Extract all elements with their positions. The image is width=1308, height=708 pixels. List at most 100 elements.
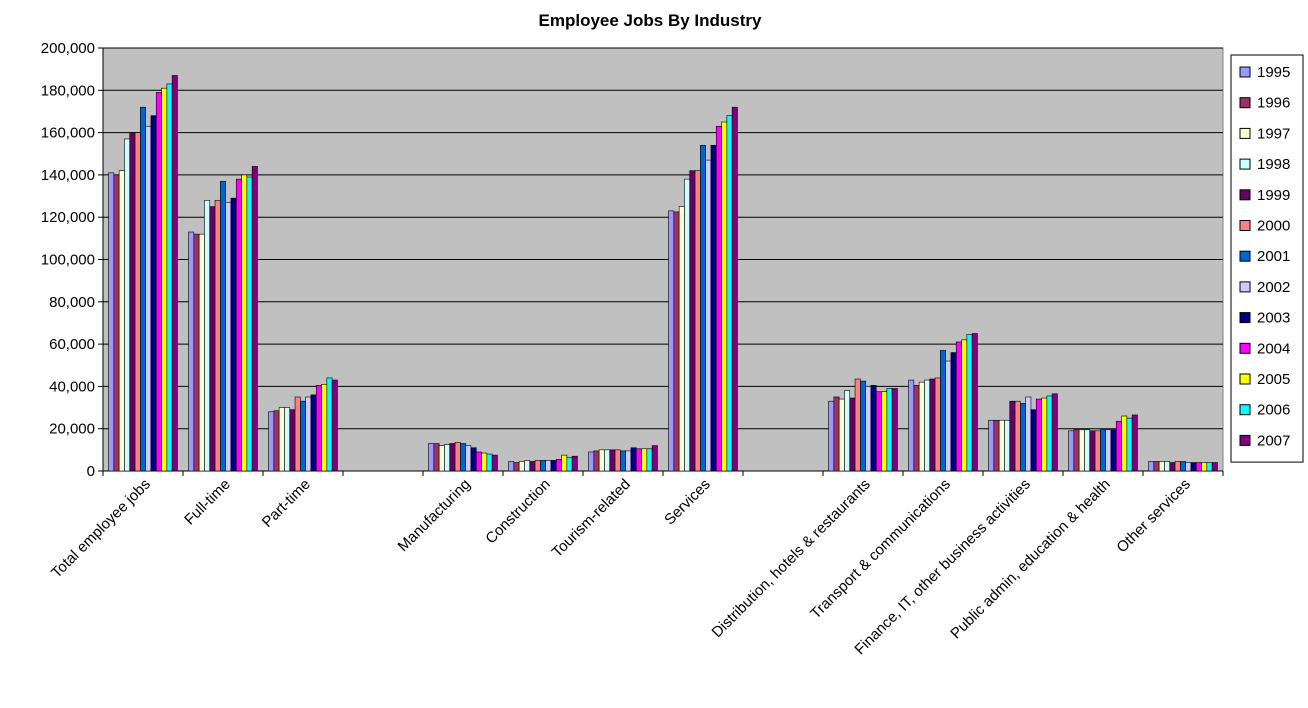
- bar: [454, 442, 461, 472]
- legend-label: 2004: [1257, 340, 1290, 357]
- legend-label: 1997: [1257, 125, 1290, 142]
- bar: [678, 206, 685, 472]
- bar: [491, 454, 498, 472]
- bar: [433, 443, 440, 472]
- legend: 1995 1996 1997 1998 1999 2000 2001 2002 2003 2004…: [1230, 54, 1304, 463]
- bar: [598, 449, 605, 472]
- bar: [294, 396, 301, 472]
- bar: [145, 125, 152, 472]
- legend-swatch: [1239, 127, 1251, 139]
- bar: [251, 166, 258, 472]
- bar: [604, 449, 611, 472]
- bar: [1185, 462, 1192, 472]
- bar: [331, 379, 338, 472]
- bar: [1100, 429, 1106, 472]
- bar: [235, 178, 242, 472]
- bar: [220, 180, 226, 472]
- bar: [561, 454, 568, 472]
- bar: [438, 445, 445, 472]
- bar: [470, 447, 477, 472]
- category-label: Total employee jobs: [48, 476, 154, 582]
- bar: [198, 233, 205, 472]
- bar: [241, 174, 248, 472]
- bar: [651, 445, 658, 472]
- legend-label: 2006: [1257, 402, 1290, 419]
- bar: [1014, 400, 1021, 472]
- bar: [934, 377, 941, 472]
- bar: [988, 419, 995, 472]
- bar: [1105, 429, 1112, 472]
- bar: [646, 448, 653, 472]
- bar: [1035, 398, 1042, 472]
- bar: [860, 380, 866, 472]
- bar: [849, 397, 856, 472]
- bar: [635, 448, 642, 472]
- legend-label: 1995: [1257, 64, 1290, 81]
- legend-swatch: [1239, 312, 1251, 324]
- bar: [444, 444, 451, 472]
- y-tick-label: 40,000: [49, 378, 95, 395]
- bar: [171, 75, 178, 472]
- legend-swatch: [1239, 189, 1251, 201]
- legend-swatch: [1239, 281, 1251, 293]
- legend-swatch: [1239, 66, 1251, 78]
- bar: [593, 450, 600, 472]
- bar: [140, 106, 146, 472]
- legend-swatch: [1239, 434, 1251, 446]
- category-label: Tourism-related: [549, 476, 634, 561]
- legend-label: 2001: [1257, 248, 1290, 265]
- bar: [108, 172, 115, 472]
- bar: [193, 233, 200, 472]
- bar: [1020, 403, 1026, 472]
- bar: [971, 333, 978, 472]
- bar: [875, 391, 882, 472]
- bar: [838, 398, 845, 472]
- category-label: Other services: [1113, 476, 1193, 556]
- bar: [1084, 429, 1091, 472]
- bar: [1073, 429, 1080, 472]
- bar: [1089, 430, 1096, 472]
- bar: [731, 106, 738, 472]
- category-label: Part-time: [259, 476, 314, 531]
- bar: [684, 178, 691, 472]
- legend-swatch: [1239, 220, 1251, 231]
- category-label: Full-time: [181, 476, 234, 529]
- bar: [118, 170, 125, 472]
- category-label: Services: [661, 476, 714, 529]
- bar: [609, 449, 616, 472]
- bar: [694, 170, 701, 472]
- y-tick-label: 60,000: [49, 336, 95, 353]
- bar: [710, 144, 717, 472]
- legend-swatch: [1239, 250, 1251, 262]
- bar: [289, 409, 296, 472]
- bar: [955, 341, 962, 472]
- bar: [945, 360, 952, 472]
- bar: [886, 388, 893, 472]
- plot-area: 0 20,000 40,000 60,000 80,000 100,000 120,000 1…: [41, 40, 1224, 658]
- legend-label: 1999: [1257, 187, 1290, 204]
- category-label: Distribution, hotels & restaurants: [709, 476, 874, 641]
- bar: [630, 447, 637, 472]
- bar: [273, 410, 280, 472]
- y-tick-label: 140,000: [41, 167, 95, 184]
- legend-label: 2002: [1257, 279, 1290, 296]
- bar: [518, 461, 525, 472]
- bar: [1211, 462, 1218, 472]
- bar: [486, 453, 493, 472]
- bar: [161, 87, 168, 472]
- bar: [1009, 400, 1016, 472]
- bar: [908, 379, 915, 472]
- category-label: Manufacturing: [395, 476, 474, 555]
- bar: [844, 390, 851, 472]
- y-tick-label: 200,000: [41, 40, 95, 57]
- bar: [1131, 414, 1138, 472]
- bar: [155, 92, 162, 472]
- y-tick-label: 120,000: [41, 209, 95, 226]
- bar: [305, 396, 312, 472]
- bar: [310, 394, 317, 472]
- bar: [870, 385, 877, 472]
- bar: [246, 176, 253, 472]
- bar: [326, 377, 333, 472]
- bar: [881, 391, 888, 472]
- bar: [1153, 461, 1160, 472]
